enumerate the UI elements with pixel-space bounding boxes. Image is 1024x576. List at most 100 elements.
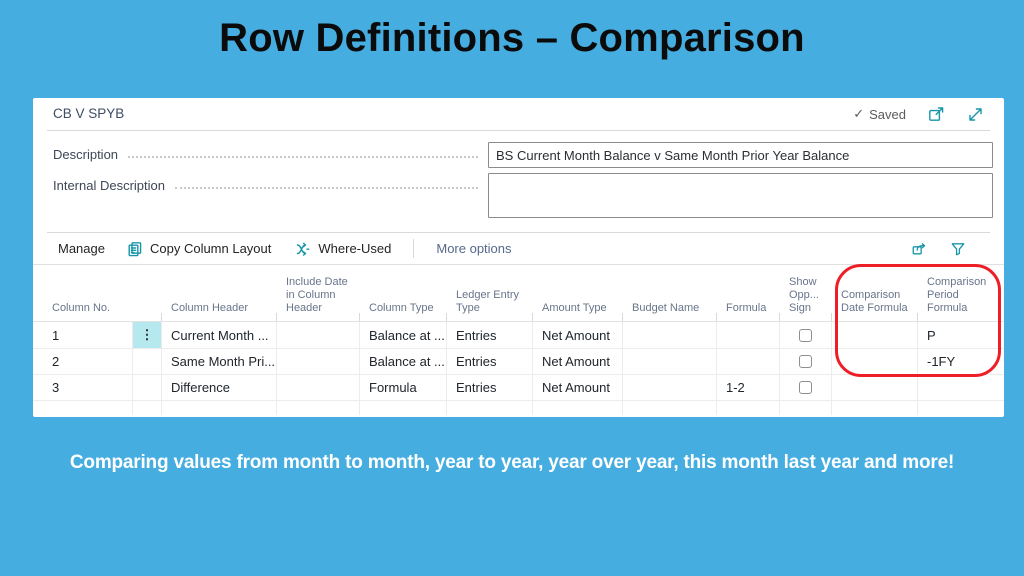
table-header-column-no[interactable]: Column No. <box>43 265 162 322</box>
cell-ledger-entry-type[interactable]: Entries <box>447 375 533 401</box>
cell-budget-name[interactable] <box>623 322 717 349</box>
where-used-icon <box>295 241 311 257</box>
share-icon[interactable] <box>911 241 927 257</box>
table-header-ledger-entry-type[interactable]: Ledger Entry Type <box>447 265 533 322</box>
toolbar-divider <box>413 239 415 258</box>
manage-label: Manage <box>58 241 105 256</box>
cell-row-menu[interactable] <box>133 375 162 401</box>
toolbar-right-icons <box>911 241 966 257</box>
cell-amount-type[interactable]: Net Amount <box>533 322 623 349</box>
cell-show-opposite-sign <box>780 349 832 375</box>
window-header: CB V SPYB ✓ Saved <box>33 98 1004 130</box>
action-toolbar: Manage Copy Column Layout Where-Used Mor… <box>33 233 1004 264</box>
divider <box>33 264 1004 265</box>
checkmark-icon: ✓ <box>853 106 865 121</box>
empty-cell <box>533 401 623 415</box>
empty-cell <box>717 401 780 415</box>
description-label: Description <box>53 147 119 162</box>
internal-description-field-row: Internal Description <box>53 173 993 218</box>
table-header-comparison-date-formula[interactable]: Comparison Date Formula <box>832 265 918 322</box>
cell-comparison-period-formula[interactable]: P <box>918 322 1004 349</box>
more-options-button[interactable]: More options <box>436 241 511 256</box>
table-header-budget-name[interactable]: Budget Name <box>623 265 717 322</box>
where-used-label: Where-Used <box>318 241 392 256</box>
show-opposite-sign-checkbox[interactable] <box>799 328 812 342</box>
table-header-show-opposite-sign[interactable]: Show Opp... Sign <box>780 265 832 322</box>
description-input[interactable] <box>488 142 993 168</box>
cell-column-header[interactable]: Difference <box>162 375 277 401</box>
cell-comparison-date-formula[interactable] <box>832 375 918 401</box>
table-header-column-type[interactable]: Column Type <box>360 265 447 322</box>
cell-row-menu[interactable] <box>133 349 162 375</box>
where-used-button[interactable]: Where-Used <box>295 241 391 257</box>
cell-comparison-period-formula[interactable]: -1FY <box>918 349 1004 375</box>
empty-cell <box>780 401 832 415</box>
save-status-label: Saved <box>869 106 906 122</box>
cell-column-header[interactable]: Same Month Pri... <box>162 349 277 375</box>
table-header-column-header[interactable]: Column Header <box>162 265 277 322</box>
cell-column-header[interactable]: Current Month ... <box>162 322 277 349</box>
divider <box>47 232 990 233</box>
dotted-leader <box>128 142 478 158</box>
cell-comparison-date-formula[interactable] <box>832 349 918 375</box>
cell-ledger-entry-type[interactable]: Entries <box>447 322 533 349</box>
cell-formula[interactable] <box>717 349 780 375</box>
more-options-label: More options <box>436 241 512 256</box>
internal-description-label: Internal Description <box>53 178 165 193</box>
cell-comparison-period-formula[interactable] <box>918 375 1004 401</box>
cell-column-no[interactable]: 3 <box>43 375 133 401</box>
column-layout-table: Column No. Column Header Include Date in… <box>33 265 1004 415</box>
expand-icon[interactable] <box>967 106 984 123</box>
show-opposite-sign-checkbox[interactable] <box>799 355 812 368</box>
cell-column-type[interactable]: Formula <box>360 375 447 401</box>
cell-include-date[interactable] <box>277 375 360 401</box>
cell-column-no[interactable]: 1 <box>43 322 133 349</box>
cell-show-opposite-sign <box>780 322 832 349</box>
empty-cell <box>162 401 277 415</box>
table-header-formula[interactable]: Formula <box>717 265 780 322</box>
cell-show-opposite-sign <box>780 375 832 401</box>
record-window: CB V SPYB ✓ Saved Description In <box>33 98 1004 417</box>
empty-cell <box>360 401 447 415</box>
empty-cell <box>133 401 162 415</box>
table-header-include-date[interactable]: Include Date in Column Header <box>277 265 360 322</box>
cell-column-type[interactable]: Balance at ... <box>360 349 447 375</box>
copy-column-layout-label: Copy Column Layout <box>149 241 272 256</box>
table-header-amount-type[interactable]: Amount Type <box>533 265 623 322</box>
slide-title: Row Definitions – Comparison <box>219 16 805 60</box>
cell-column-no[interactable]: 2 <box>43 349 133 375</box>
empty-cell <box>832 401 918 415</box>
popout-window-icon[interactable] <box>928 106 945 123</box>
empty-cell <box>277 401 360 415</box>
window-title: CB V SPYB <box>53 106 125 121</box>
cell-column-type[interactable]: Balance at ... <box>360 322 447 349</box>
cell-amount-type[interactable]: Net Amount <box>533 349 623 375</box>
window-header-right: ✓ Saved <box>853 98 984 130</box>
dotted-leader <box>175 173 478 189</box>
cell-formula[interactable]: 1-2 <box>717 375 780 401</box>
filter-icon[interactable] <box>950 241 966 257</box>
copy-column-layout-button[interactable]: Copy Column Layout <box>127 241 271 257</box>
description-field-row: Description <box>53 142 993 168</box>
empty-cell <box>623 401 717 415</box>
copy-icon <box>127 241 143 257</box>
cell-budget-name[interactable] <box>623 375 717 401</box>
cell-ledger-entry-type[interactable]: Entries <box>447 349 533 375</box>
cell-amount-type[interactable]: Net Amount <box>533 375 623 401</box>
cell-formula[interactable] <box>717 322 780 349</box>
empty-cell <box>447 401 533 415</box>
save-status: ✓ Saved <box>853 106 906 122</box>
show-opposite-sign-checkbox[interactable] <box>799 381 812 394</box>
cell-budget-name[interactable] <box>623 349 717 375</box>
table-header-comparison-period-formula[interactable]: Comparison Period Formula <box>918 265 1004 322</box>
internal-description-input[interactable] <box>488 173 993 218</box>
slide-caption: Comparing values from month to month, ye… <box>69 452 955 473</box>
cell-include-date[interactable] <box>277 349 360 375</box>
row-menu-icon[interactable]: ⋮ <box>133 322 162 349</box>
cell-comparison-date-formula[interactable] <box>832 322 918 349</box>
cell-include-date[interactable] <box>277 322 360 349</box>
manage-menu-button[interactable]: Manage <box>58 241 105 256</box>
empty-cell <box>43 401 133 415</box>
empty-cell <box>918 401 1004 415</box>
